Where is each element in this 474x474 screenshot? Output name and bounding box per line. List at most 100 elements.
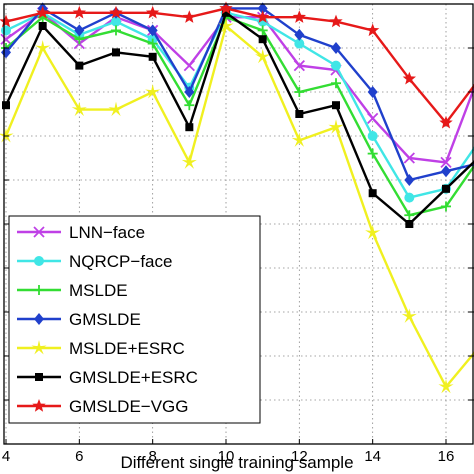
data-point [404, 210, 415, 221]
data-point [294, 28, 305, 41]
data-point [331, 78, 341, 89]
data-point [292, 10, 306, 23]
x-tick-label: 14 [364, 448, 381, 465]
data-point [294, 87, 305, 97]
x-tick-label: 8 [148, 448, 156, 465]
data-point [367, 148, 378, 159]
data-point [72, 5, 86, 19]
legend-marker [34, 313, 44, 325]
series-layer [0, 1, 474, 394]
data-point [328, 119, 344, 134]
tick-layer: 4 6 8 10 12 14 16 [2, 47, 474, 465]
x-tick-label: 16 [438, 448, 455, 465]
data-point [0, 128, 14, 143]
data-point [146, 5, 160, 19]
data-point [331, 42, 341, 54]
legend-marker [35, 373, 43, 381]
data-point [367, 112, 379, 125]
data-point [367, 86, 378, 98]
data-point [255, 48, 271, 64]
data-point [257, 2, 268, 15]
data-point [148, 52, 157, 61]
data-point [184, 86, 195, 98]
series-line [5, 15, 474, 217]
data-point [439, 115, 453, 129]
series-5 [2, 8, 474, 228]
legend-label: MSLDE [69, 281, 128, 300]
data-point [36, 5, 50, 19]
data-point [222, 8, 230, 17]
data-point [38, 22, 47, 30]
data-point [365, 224, 381, 240]
series-line [4, 23, 474, 389]
data-point [404, 174, 415, 186]
data-point [2, 101, 10, 110]
data-point [182, 10, 196, 23]
series-4 [0, 18, 474, 394]
legend-label: GMSLDE−VGG [69, 397, 189, 416]
series-line [5, 11, 474, 199]
data-point [1, 25, 11, 36]
data-point [0, 14, 13, 28]
x-tick-label: 4 [2, 448, 10, 465]
data-point [111, 25, 121, 36]
data-point [440, 156, 452, 169]
data-point [145, 84, 161, 99]
data-point [367, 131, 378, 141]
data-point [368, 189, 377, 198]
legend-label: MSLDE+ESRC [69, 339, 185, 358]
data-point [219, 1, 233, 15]
data-point [438, 378, 454, 394]
data-point [404, 192, 415, 203]
x-tick-label: 12 [291, 448, 308, 465]
data-point [291, 132, 307, 147]
data-point [257, 25, 268, 36]
legend-entry: GMSLDE−VGG [17, 397, 189, 416]
x-axis-label: Different single training sample [120, 453, 353, 472]
legend-entry: MSLDE [17, 281, 128, 300]
data-point [75, 61, 84, 70]
data-point [256, 10, 270, 23]
series-line [5, 6, 474, 182]
data-point [402, 71, 416, 85]
series-line [5, 7, 474, 125]
legend-entry: GMSLDE [17, 310, 141, 329]
legend-marker [31, 340, 47, 355]
legend-label: LNN−face [69, 223, 145, 242]
data-point [185, 123, 194, 132]
data-point [147, 24, 158, 37]
data-point [258, 35, 267, 44]
data-point [403, 152, 415, 164]
legend-entry: MSLDE+ESRC [17, 339, 185, 358]
data-point [109, 5, 123, 19]
data-point [218, 18, 234, 33]
series-3 [1, 2, 474, 186]
data-point [401, 308, 417, 323]
legend-entry: GMSLDE+ESRC [17, 368, 198, 387]
data-point [147, 38, 158, 49]
legend-marker [34, 285, 44, 295]
data-point [295, 110, 304, 118]
legend-label: GMSLDE+ESRC [69, 368, 198, 387]
legend-entry: LNN−face [17, 223, 145, 242]
legend-entry: NQRCP−face [17, 252, 172, 271]
data-point [366, 23, 380, 37]
data-point [442, 184, 450, 193]
series-line [4, 10, 474, 226]
x-tick-label: 6 [75, 448, 83, 465]
legend-marker [34, 256, 44, 266]
legend: LNN−face NQRCP−face MSLDE GMSLDE MSLDE+ESRC G… [8, 215, 261, 424]
data-point [293, 59, 305, 72]
data-point [332, 101, 340, 110]
data-point [405, 220, 414, 228]
legend-label: GMSLDE [69, 310, 141, 329]
data-point [183, 59, 195, 72]
x-tick-label: 10 [218, 448, 235, 465]
data-point [329, 14, 343, 28]
series-6 [0, 1, 474, 129]
data-point [108, 101, 124, 117]
data-point [71, 101, 87, 117]
data-point [441, 201, 451, 212]
data-point [181, 154, 197, 169]
